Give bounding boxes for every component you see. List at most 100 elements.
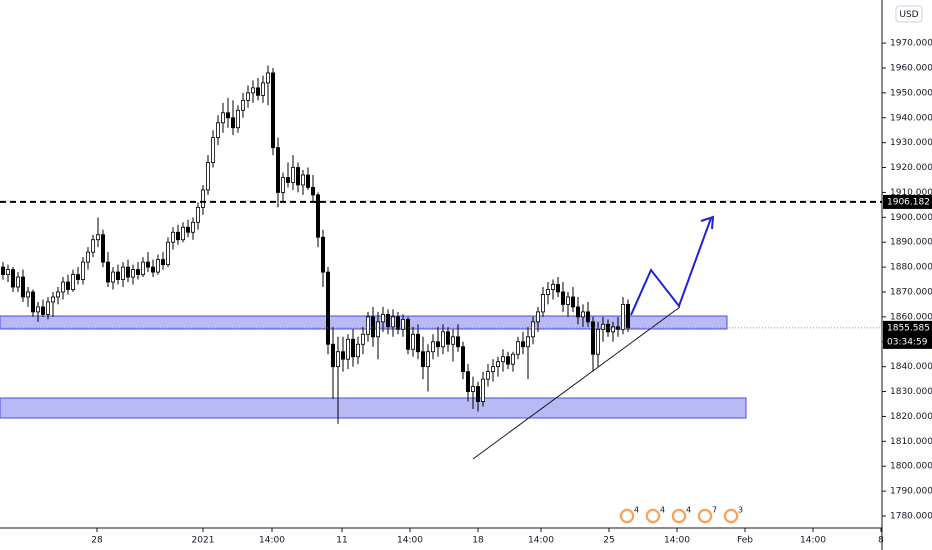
- candle-body: [56, 291, 61, 298]
- event-flag-inner: [674, 511, 684, 521]
- arrow-head: [700, 215, 715, 230]
- candle-body: [395, 316, 400, 330]
- candle-body: [255, 87, 260, 96]
- candle-body: [225, 112, 230, 119]
- candle-body: [180, 226, 185, 241]
- x-tick-label: 18: [472, 536, 484, 546]
- candle-body: [235, 109, 240, 129]
- candle-body: [370, 316, 375, 338]
- candle-body: [295, 167, 300, 186]
- y-tick-label: 1960.000: [890, 63, 932, 73]
- candle-body: [280, 177, 285, 193]
- x-tick-label: 28: [91, 536, 103, 546]
- candle-body: [566, 296, 571, 305]
- candle-body: [480, 378, 485, 402]
- candle-body: [6, 269, 11, 275]
- candle-body: [285, 177, 290, 183]
- candle-body: [405, 318, 410, 350]
- candle-body: [220, 112, 225, 124]
- candle-body: [551, 284, 556, 290]
- candle-body: [330, 343, 335, 368]
- candle-body: [571, 296, 576, 308]
- candle-body: [325, 271, 330, 345]
- x-tick-label: 14:00: [397, 536, 423, 546]
- candle-body: [91, 239, 96, 253]
- candle-body: [30, 291, 35, 313]
- candle-body: [240, 99, 245, 111]
- candle-body: [265, 72, 270, 84]
- event-count: 4: [660, 506, 665, 515]
- candle-body: [205, 162, 210, 191]
- candle-body: [106, 261, 111, 283]
- candle-body: [290, 167, 295, 183]
- candle-body: [200, 189, 205, 208]
- candle-body: [10, 269, 15, 288]
- candle-body: [210, 137, 215, 163]
- candle-body: [150, 266, 155, 273]
- candle-body: [556, 284, 561, 293]
- candle-body: [46, 301, 51, 315]
- candles: [0, 65, 631, 424]
- last-price-box: [883, 320, 932, 349]
- candle-body: [111, 271, 116, 283]
- candle-body: [101, 234, 106, 263]
- candle-body: [355, 343, 360, 358]
- x-tick-label: 14:00: [800, 536, 826, 546]
- candle-body: [445, 331, 450, 345]
- candle-body: [300, 174, 305, 186]
- candle-body: [495, 361, 500, 368]
- candle-body: [190, 221, 195, 233]
- candle-body: [315, 194, 320, 238]
- x-tick-label: 8: [878, 536, 884, 546]
- candle-body: [360, 333, 365, 345]
- y-tick-label: 1860.000: [890, 312, 932, 322]
- candle-body: [581, 311, 586, 318]
- candle-body: [270, 72, 275, 149]
- candle-body: [185, 226, 190, 233]
- candle-body: [245, 92, 250, 101]
- y-tick-label: 1800.000: [890, 462, 932, 472]
- candle-body: [71, 274, 76, 290]
- candle-body: [526, 336, 531, 348]
- event-flag-inner: [726, 511, 736, 521]
- y-tick-label: 1830.000: [890, 387, 932, 397]
- candle-body: [170, 231, 175, 243]
- trend-line: [472, 306, 681, 460]
- candle-body: [76, 274, 81, 280]
- y-tick-label: 1870.000: [890, 287, 932, 297]
- candle-body: [415, 333, 420, 353]
- currency-badge[interactable]: [895, 5, 923, 23]
- projection-arrow: [630, 217, 712, 316]
- candle-body: [345, 338, 350, 360]
- candle-body: [596, 328, 601, 355]
- candle-body: [25, 291, 30, 298]
- candle-body: [425, 351, 430, 368]
- candle-body: [546, 289, 551, 295]
- y-tick-label: 1920.000: [890, 163, 932, 173]
- candle-body: [485, 371, 490, 380]
- candle-body: [160, 259, 165, 266]
- y-tick-label: 1880.000: [890, 263, 932, 273]
- candle-body: [140, 261, 145, 275]
- candle-body: [516, 341, 521, 355]
- candle-body: [505, 356, 510, 365]
- candle-body: [626, 304, 631, 329]
- x-tick-label: 25: [603, 536, 614, 546]
- y-tick-label: 1950.000: [890, 88, 932, 98]
- candle-body: [36, 306, 41, 313]
- candle-body: [455, 336, 460, 348]
- y-tick-label: 1890.000: [890, 238, 932, 248]
- candle-body: [601, 323, 606, 330]
- candle-body: [116, 271, 121, 280]
- candle-body: [390, 316, 395, 328]
- candle-body: [350, 338, 355, 358]
- candle-body: [130, 269, 135, 278]
- y-tick-label: 1970.000: [890, 39, 932, 49]
- candle-body: [450, 336, 455, 345]
- candle-body: [135, 269, 140, 275]
- candle-body: [380, 313, 385, 323]
- y-tick-label: 1810.000: [890, 437, 932, 447]
- candle-body: [400, 318, 405, 330]
